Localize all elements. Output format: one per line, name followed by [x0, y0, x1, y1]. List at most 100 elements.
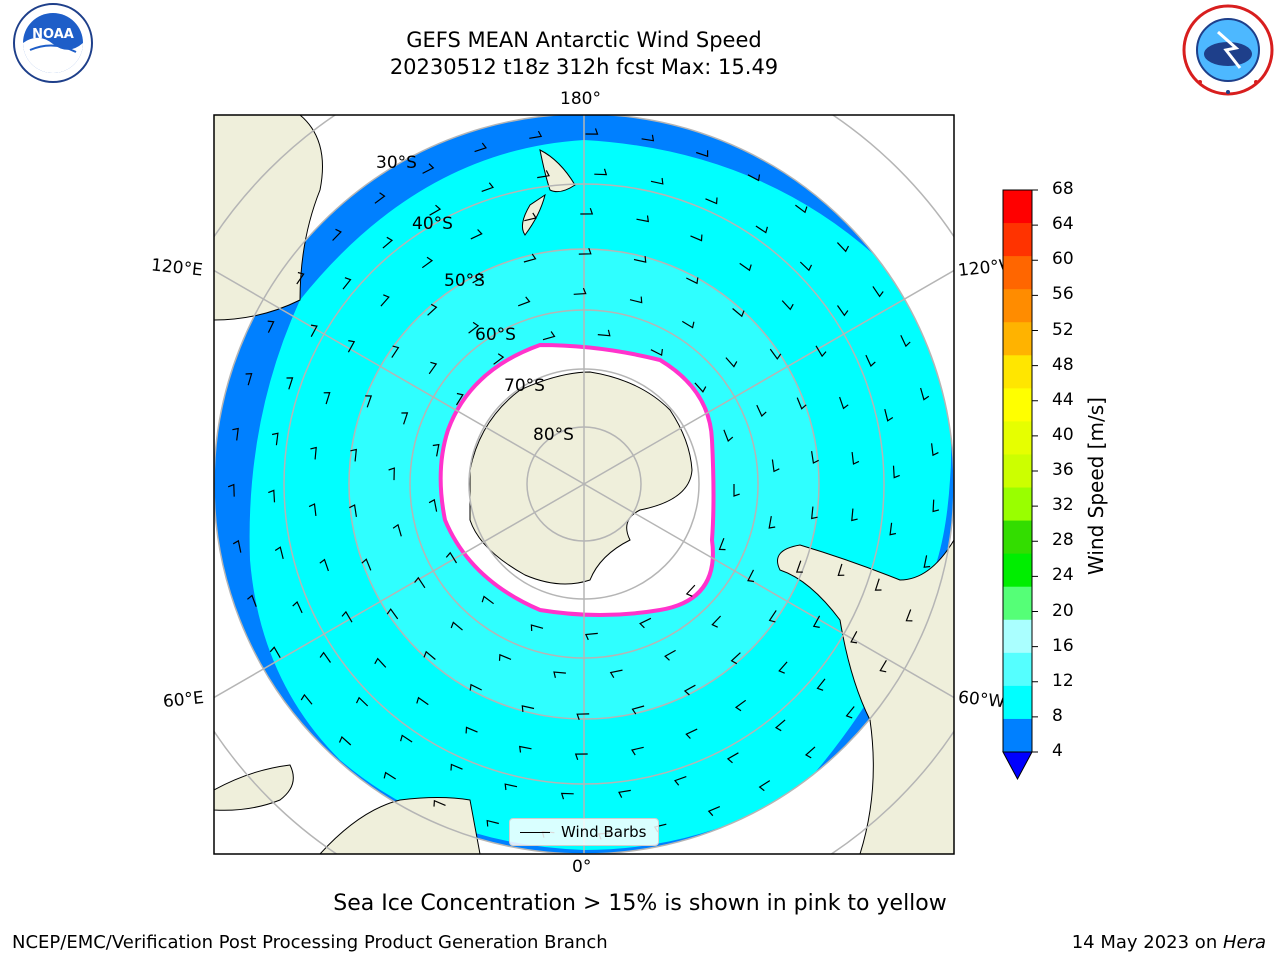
- wind-barb: [723, 429, 734, 443]
- map-legend: Wind Barbs: [509, 818, 659, 846]
- colorbar-bin: [1003, 685, 1032, 720]
- wind-barb: [889, 522, 897, 536]
- wind-barb: [465, 726, 478, 734]
- colorbar-tick-label: 56: [1052, 284, 1074, 305]
- colorbar-tick-label: 36: [1052, 460, 1074, 480]
- colorbar-tick-label: 64: [1052, 214, 1074, 235]
- wind-barb: [872, 286, 884, 298]
- colorbar-tick-label: 52: [1052, 319, 1074, 340]
- wind-barb: [739, 262, 752, 272]
- wind-barb: [245, 373, 253, 386]
- wind-barb: [631, 746, 644, 756]
- wind-barb: [733, 484, 740, 497]
- wind-barb: [771, 459, 780, 473]
- colorbar-bin: [1003, 355, 1032, 389]
- wind-barb: [585, 632, 598, 641]
- wind-barb: [585, 128, 599, 135]
- wind-barb: [560, 792, 574, 800]
- wind-barb: [274, 546, 284, 560]
- sea-ice-note: Sea Ice Concentration > 15% is shown in …: [333, 891, 947, 916]
- wind-barb: [521, 705, 535, 712]
- colorbar-bin: [1003, 454, 1032, 489]
- wind-barb: [401, 412, 409, 425]
- wind-barb: [755, 225, 768, 234]
- colorbar-tick-label: 28: [1052, 530, 1074, 551]
- colorbar-bin: [1003, 190, 1032, 224]
- wind-barbs: [227, 128, 940, 840]
- lon-label-60e: 60°E: [162, 687, 205, 713]
- wind-barb: [300, 693, 313, 705]
- wind-barb: [524, 212, 537, 222]
- wind-barb: [319, 651, 331, 663]
- wind-barb: [865, 354, 876, 368]
- wind-barb: [414, 576, 426, 589]
- wind-barb: [542, 331, 556, 341]
- wind-barb: [498, 653, 512, 661]
- colorbar-bin: [1003, 256, 1032, 290]
- colorbar-bin: [1003, 586, 1032, 621]
- wind-barb: [705, 197, 718, 205]
- wind-barb: [768, 610, 777, 623]
- wind-barb: [450, 621, 463, 631]
- colorbar-tick-label: 60: [1052, 249, 1074, 270]
- wind-barb: [812, 615, 821, 628]
- wind-barb: [472, 272, 485, 284]
- wind-barb: [493, 353, 505, 365]
- wind-barb: [421, 256, 434, 269]
- colorbar: [1002, 189, 1038, 781]
- wind-barb: [268, 489, 276, 503]
- wind-barb: [383, 771, 397, 780]
- wind-barb: [756, 404, 767, 418]
- wind-barb: [650, 177, 664, 185]
- colorbar-extend-arrow: [1002, 751, 1033, 781]
- wind-barb: [685, 584, 696, 597]
- wind-barb: [879, 659, 887, 673]
- wind-barb: [683, 684, 696, 696]
- wind-barb: [851, 452, 860, 465]
- wind-barb: [576, 713, 590, 721]
- nws-logo: [1182, 4, 1274, 96]
- wind-barb: [518, 745, 532, 753]
- wind-barb: [758, 780, 771, 792]
- wind-barb: [850, 631, 858, 644]
- colorbar-label: Wind Speed [m/s]: [1084, 397, 1108, 575]
- wind-barb: [429, 204, 442, 216]
- wind-barb: [296, 271, 305, 285]
- wind-barb: [227, 483, 235, 497]
- wind-barb: [639, 617, 652, 629]
- wind-barb: [768, 515, 776, 529]
- wind-barb: [341, 610, 353, 623]
- wind-barb: [839, 396, 849, 410]
- wind-barb: [267, 320, 275, 333]
- wind-barb: [594, 168, 608, 176]
- wind-barb: [686, 277, 699, 285]
- wind-barb: [338, 735, 352, 746]
- wind-barb: [664, 649, 676, 661]
- wind-barb: [696, 150, 709, 158]
- wind-barb: [470, 229, 483, 240]
- colorbar-tick-label: 32: [1052, 495, 1074, 516]
- wind-barb: [537, 170, 550, 179]
- wind-barb: [574, 753, 588, 760]
- lat-label-30s: 30°S: [376, 153, 417, 173]
- colorbar-bin: [1003, 553, 1032, 588]
- wind-barb: [769, 348, 782, 360]
- colorbar-bin: [1003, 619, 1032, 654]
- wind-barb: [286, 377, 294, 390]
- wind-barb: [481, 595, 494, 605]
- wind-barb: [685, 728, 698, 739]
- wind-barb: [342, 277, 352, 290]
- wind-barb: [292, 600, 303, 614]
- wind-barb: [347, 340, 356, 353]
- wind-barb: [332, 228, 342, 241]
- wind-barb: [597, 329, 611, 337]
- colorbar-tick-label: 20: [1052, 600, 1074, 621]
- wind-barb: [504, 783, 518, 791]
- colorbar-tick-label: 40: [1052, 424, 1074, 445]
- wind-barb: [707, 806, 721, 817]
- wind-barb: [232, 539, 242, 553]
- wind-barb: [837, 305, 849, 317]
- wind-barb: [445, 551, 458, 564]
- wind-barb: [432, 443, 440, 457]
- legend-label: Wind Barbs: [561, 823, 647, 841]
